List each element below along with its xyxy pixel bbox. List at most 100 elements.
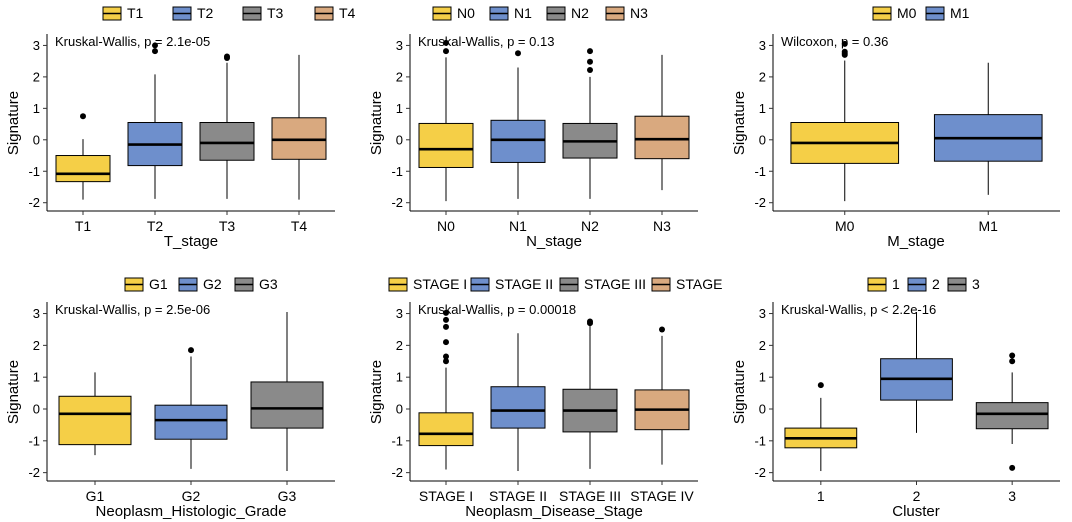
x-axis-title: T_stage <box>164 233 218 250</box>
legend: N0 N1 N2 N3 <box>432 5 648 21</box>
legend-label: STAGE <box>676 276 722 292</box>
legend-label: M0 <box>897 5 917 21</box>
legend-label: M1 <box>950 5 970 21</box>
panel-2: N0 N1 N2 N3 -2 -1 0 1 2 3 Signature N0 N1 N2 N3 N_stage… <box>368 5 698 250</box>
legend-label: N0 <box>457 5 475 21</box>
legend-label: N1 <box>514 5 532 21</box>
y-tick-label: 3 <box>759 38 766 53</box>
outlier-point <box>587 58 593 65</box>
legend-label: G2 <box>203 276 222 292</box>
box-2 <box>880 311 953 433</box>
outlier-point <box>587 318 593 325</box>
box-stage-ii <box>490 333 546 472</box>
legend-key-2: 2 <box>907 276 940 292</box>
box-n0 <box>418 39 474 202</box>
y-tick-label: 1 <box>759 101 766 116</box>
legend: 1 2 3 <box>867 276 980 292</box>
y-tick-label: 1 <box>396 101 403 116</box>
outlier-point <box>443 358 449 365</box>
iqr-box <box>199 122 255 161</box>
x-tick-label: M1 <box>979 218 999 234</box>
y-tick-label: 3 <box>33 38 40 53</box>
x-tick-label: T1 <box>75 218 92 234</box>
x-axis-title: N_stage <box>526 233 582 250</box>
outlier-point <box>443 309 449 316</box>
outlier-point <box>1009 352 1016 359</box>
y-tick-label: 2 <box>396 69 403 84</box>
box-m0 <box>790 40 900 202</box>
legend-label: T3 <box>267 5 284 21</box>
stat-annotation: Kruskal-Wallis, p = 0.00018 <box>418 302 576 317</box>
outlier-point <box>587 66 593 73</box>
y-axis-title: Signature <box>5 360 22 424</box>
box-m1 <box>933 62 1043 195</box>
legend-key-1: 1 <box>867 276 900 292</box>
legend-label: 2 <box>932 276 940 292</box>
panel-6: 1 2 3 -2 -1 0 1 2 3 Signature 1 2 3 Cluster Kruskal-Wa… <box>731 276 1060 520</box>
stat-annotation: Kruskal-Wallis, p = 2.1e-05 <box>55 34 210 49</box>
y-tick-label: 0 <box>759 402 766 417</box>
x-tick-label: 2 <box>913 488 921 504</box>
iqr-box <box>634 115 690 160</box>
legend-key-1: G1 <box>124 276 168 292</box>
legend-label: T1 <box>127 5 144 21</box>
y-axis-title: Signature <box>5 91 22 155</box>
y-tick-label: 1 <box>396 370 403 385</box>
outlier-point <box>224 53 230 60</box>
x-tick-label: N3 <box>653 218 671 234</box>
x-tick-label: N0 <box>437 218 455 234</box>
legend-label: 3 <box>972 276 980 292</box>
box-t3 <box>199 53 255 199</box>
x-tick-label: STAGE IV <box>630 488 694 504</box>
y-tick-label: 0 <box>396 402 403 417</box>
legend-key-3: G3 <box>234 276 278 292</box>
outlier-point <box>443 323 449 330</box>
stat-annotation: Kruskal-Wallis, p < 2.2e-16 <box>781 302 936 317</box>
x-tick-label: T4 <box>291 218 308 234</box>
outlier-point <box>1009 464 1016 471</box>
iqr-box <box>418 412 474 447</box>
y-tick-label: 2 <box>759 69 766 84</box>
outlier-point <box>443 316 449 323</box>
legend-key-4: T4 <box>314 5 356 21</box>
y-tick-label: 3 <box>759 306 766 321</box>
y-tick-label: 3 <box>33 306 40 321</box>
box-g2 <box>154 347 228 469</box>
outlier-point <box>80 113 86 120</box>
y-tick-label: 2 <box>33 338 40 353</box>
legend-label: G3 <box>259 276 278 292</box>
iqr-box <box>418 122 474 168</box>
legend-key-1: N0 <box>432 5 475 21</box>
outlier-point <box>443 339 449 346</box>
x-tick-label: T3 <box>219 218 236 234</box>
outlier-point <box>443 39 449 46</box>
y-axis-title: Signature <box>368 360 385 424</box>
box-n2 <box>562 48 618 199</box>
box-1 <box>784 382 858 472</box>
outlier-point <box>152 48 158 55</box>
outlier-point <box>1009 358 1016 365</box>
stat-annotation: Kruskal-Wallis, p = 0.13 <box>418 34 554 49</box>
legend-label: T2 <box>197 5 214 21</box>
outlier-point <box>659 326 665 333</box>
box-t1 <box>55 113 111 200</box>
y-axis-title: Signature <box>731 91 748 155</box>
y-tick-label: -2 <box>754 465 766 480</box>
y-tick-label: 0 <box>33 402 40 417</box>
legend-label: N3 <box>630 5 648 21</box>
iqr-box <box>58 395 132 446</box>
legend: G1 G2 G3 <box>124 276 278 292</box>
y-tick-label: -2 <box>754 195 766 210</box>
outlier-point <box>515 50 521 57</box>
y-axis-title: Signature <box>368 91 385 155</box>
y-tick-label: -1 <box>754 433 766 448</box>
legend-key-2: G2 <box>178 276 222 292</box>
legend-label: G1 <box>149 276 168 292</box>
y-tick-label: 3 <box>396 38 403 53</box>
y-tick-label: -1 <box>754 164 766 179</box>
y-tick-label: 2 <box>759 338 766 353</box>
box-t4 <box>271 54 327 200</box>
x-tick-label: M0 <box>835 218 855 234</box>
x-tick-label: G2 <box>182 488 201 504</box>
